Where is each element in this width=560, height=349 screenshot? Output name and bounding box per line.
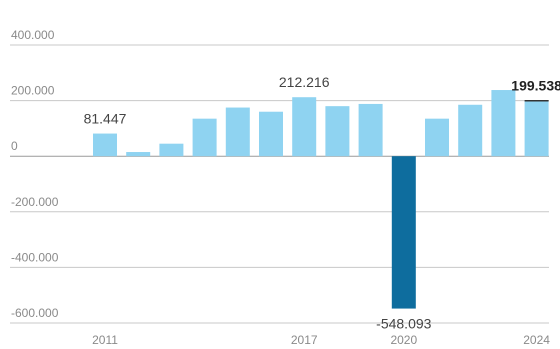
x-tick-label: 2011 xyxy=(92,333,118,347)
x-tick-label: 2020 xyxy=(390,333,417,347)
y-tick-label: -600.000 xyxy=(11,306,59,320)
x-tick-label: 2017 xyxy=(291,333,318,347)
data-label: 199.538 xyxy=(511,78,560,94)
bar xyxy=(126,152,151,157)
bar xyxy=(491,90,516,157)
y-tick-label: -200.000 xyxy=(11,195,59,209)
x-tick-label: 2024 xyxy=(523,333,550,347)
bar xyxy=(524,100,549,157)
bar xyxy=(391,156,416,309)
bar xyxy=(93,133,117,157)
bar xyxy=(259,111,283,157)
data-label: -548.093 xyxy=(376,316,431,332)
y-tick-label: 400.000 xyxy=(11,28,55,42)
bar xyxy=(425,118,449,157)
bar xyxy=(358,103,383,157)
bar xyxy=(292,97,317,157)
y-tick-label: -400.000 xyxy=(11,250,59,264)
bar xyxy=(192,118,217,157)
bar xyxy=(225,107,250,157)
data-label: 212.216 xyxy=(279,74,330,90)
bar xyxy=(325,106,350,157)
bar xyxy=(159,143,184,157)
y-tick-label: 0 xyxy=(11,139,18,153)
y-tick-label: 200.000 xyxy=(11,84,55,98)
data-label: 81.447 xyxy=(84,111,127,127)
bar xyxy=(458,104,483,157)
